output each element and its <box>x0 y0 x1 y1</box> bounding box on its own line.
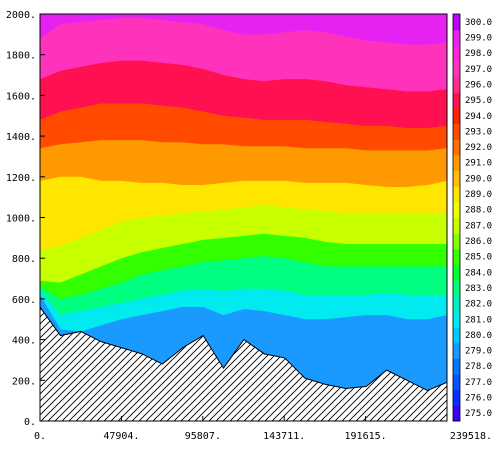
terrain-hatched <box>40 306 447 421</box>
x-tick-label: 0. <box>34 431 46 442</box>
colorbar-label: 283.0 <box>465 284 492 294</box>
colorbar-label: 280.0 <box>465 331 492 341</box>
colorbar-swatch <box>453 217 460 234</box>
y-tick-label: 1000. <box>6 214 36 225</box>
colorbar-label: 275.0 <box>465 409 492 419</box>
colorbar-swatch <box>453 76 460 93</box>
y-tick-label: 400. <box>12 336 36 347</box>
colorbar-label: 279.0 <box>465 347 492 357</box>
colorbar-label: 296.0 <box>465 80 492 90</box>
colorbar-swatch <box>453 233 460 250</box>
colorbar-swatch <box>453 107 460 125</box>
colorbar-swatch <box>453 201 460 218</box>
colorbar-swatch <box>453 123 460 140</box>
colorbar-swatch <box>453 139 460 156</box>
colorbar-label: 288.0 <box>465 206 492 216</box>
colorbar-swatch <box>453 14 460 31</box>
colorbar-label: 277.0 <box>465 378 492 388</box>
colorbar-label: 298.0 <box>465 49 492 59</box>
x-tick-label: 95807. <box>185 431 221 442</box>
colorbar-label: 282.0 <box>465 300 492 310</box>
colorbar-label: 285.0 <box>465 253 492 263</box>
band-above-299.0 <box>40 14 447 45</box>
colorbar-swatch <box>453 154 460 172</box>
colorbar-label: 281.0 <box>465 315 492 325</box>
colorbar-swatch <box>453 374 460 391</box>
colorbar-swatch <box>453 45 460 62</box>
colorbar-swatch <box>453 389 460 406</box>
colorbar-swatch <box>453 405 460 422</box>
y-axis: 0. 200. 400. 600. 800. 1000. 1200. 1400. 1600. 18… <box>6 10 45 428</box>
colorbar-swatch <box>453 248 460 265</box>
colorbar: 275.0 276.0 277.0 278.0 279.0 280.0 281.0 282.0… <box>452 13 492 422</box>
y-tick-label: 1600. <box>6 91 36 102</box>
colorbar-swatch <box>453 295 460 312</box>
x-tick-label: 143711. <box>263 431 305 442</box>
y-tick-label: 200. <box>12 376 36 387</box>
colorbar-label: 292.0 <box>465 143 492 153</box>
y-tick-label: 1200. <box>6 173 36 184</box>
y-tick-label: 2000. <box>6 10 36 21</box>
y-tick-label: 0. <box>24 417 36 428</box>
colorbar-label: 286.0 <box>465 237 492 247</box>
colorbar-swatch <box>453 92 460 109</box>
x-tick-label: 47904. <box>103 431 139 442</box>
x-axis: 0. 47904. 95807. 143711. 191615. 239518. <box>34 416 492 442</box>
colorbar-label: 294.0 <box>465 112 492 122</box>
terrain-profile <box>40 306 447 421</box>
colorbar-swatch <box>453 280 460 297</box>
colorbar-swatch <box>453 60 460 78</box>
colorbar-swatch <box>453 170 460 187</box>
colorbar-label: 278.0 <box>465 362 492 372</box>
x-tick-label: 239518. <box>450 431 492 442</box>
colorbar-swatch <box>453 29 460 46</box>
colorbar-label: 287.0 <box>465 221 492 231</box>
colorbar-label: 295.0 <box>465 96 492 106</box>
colorbar-swatch <box>453 358 460 375</box>
colorbar-label: 276.0 <box>465 394 492 404</box>
y-tick-label: 600. <box>12 295 36 306</box>
colorbar-label: 300.0 <box>465 18 492 28</box>
colorbar-label: 284.0 <box>465 268 492 278</box>
y-tick-label: 800. <box>12 254 36 265</box>
colorbar-label: 290.0 <box>465 174 492 184</box>
colorbar-swatch <box>453 311 460 328</box>
y-tick-label: 1400. <box>6 132 36 143</box>
colorbar-label: 293.0 <box>465 127 492 137</box>
colorbar-swatch <box>453 327 460 344</box>
temperature-fill-bands <box>40 14 447 421</box>
x-tick-label: 191615. <box>345 431 387 442</box>
colorbar-swatch <box>453 264 460 281</box>
y-tick-label: 1800. <box>6 51 36 62</box>
colorbar-label: 297.0 <box>465 65 492 75</box>
colorbar-label: 291.0 <box>465 159 492 169</box>
colorbar-label: 299.0 <box>465 33 492 43</box>
colorbar-swatch <box>453 186 460 203</box>
colorbar-frame <box>452 13 461 422</box>
colorbar-label: 289.0 <box>465 190 492 200</box>
colorbar-swatch <box>453 342 460 359</box>
